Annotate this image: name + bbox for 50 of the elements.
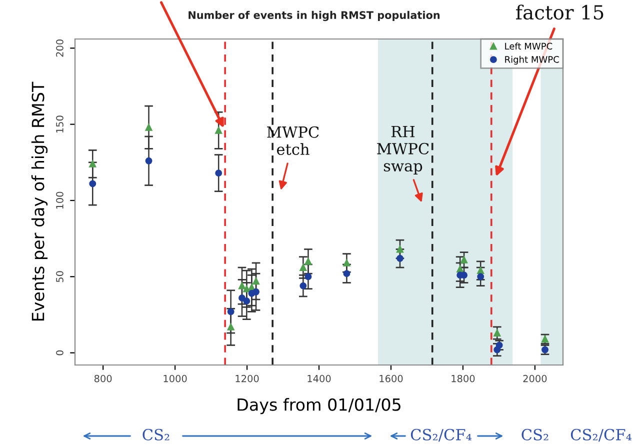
y-tick-label: 150 bbox=[56, 116, 64, 133]
point bbox=[343, 259, 350, 266]
point bbox=[252, 288, 260, 296]
point bbox=[477, 273, 484, 280]
y-tick-label: 100 bbox=[56, 192, 64, 209]
y-tick-label: 50 bbox=[56, 271, 64, 282]
text: factor 15 bbox=[516, 4, 604, 20]
chart-title: Number of events in high RMST population bbox=[188, 10, 440, 22]
legend-label: Right MWPC bbox=[505, 56, 559, 65]
point bbox=[227, 308, 234, 316]
x-tick-label: 2000 bbox=[523, 374, 547, 382]
point bbox=[396, 246, 404, 253]
point bbox=[227, 323, 234, 330]
point bbox=[252, 278, 260, 285]
point bbox=[494, 330, 501, 336]
text: CS₂/CF₄ bbox=[410, 428, 472, 442]
y-tick-label: 200 bbox=[56, 40, 64, 57]
annotation: RH MWPC swap bbox=[377, 126, 429, 174]
x-tick-label: 1400 bbox=[308, 374, 331, 382]
legend-label: Left MWPC bbox=[505, 42, 552, 50]
point bbox=[243, 285, 250, 292]
point bbox=[145, 124, 152, 131]
point bbox=[215, 126, 222, 134]
point bbox=[238, 282, 246, 290]
x-tick-label: 1600 bbox=[380, 374, 403, 382]
point bbox=[215, 170, 222, 177]
y-axis-title: Events per day of high RMST bbox=[31, 82, 48, 321]
text: CS₂ bbox=[522, 428, 548, 440]
point bbox=[300, 282, 307, 290]
point bbox=[145, 157, 152, 164]
y-tick-label: 0 bbox=[56, 350, 64, 356]
x-tick-label: 1800 bbox=[452, 374, 475, 382]
point bbox=[89, 180, 96, 188]
point bbox=[304, 258, 312, 265]
point bbox=[343, 270, 350, 278]
point bbox=[396, 254, 404, 262]
x-tick-label: 1000 bbox=[164, 374, 187, 382]
x-tick-label: 1200 bbox=[236, 374, 259, 382]
annotation: MWPC etch bbox=[267, 126, 319, 155]
x-axis-title: Days from 01/01/05 bbox=[238, 398, 400, 414]
text: CS₂/CF₄ bbox=[570, 428, 632, 442]
point bbox=[89, 160, 96, 168]
x-tick-label: 800 bbox=[94, 374, 112, 382]
text: CS₂ bbox=[142, 428, 170, 440]
point bbox=[477, 267, 484, 274]
point bbox=[238, 294, 246, 302]
point bbox=[300, 264, 307, 271]
point bbox=[243, 298, 250, 304]
point bbox=[456, 266, 464, 272]
point bbox=[460, 256, 468, 264]
